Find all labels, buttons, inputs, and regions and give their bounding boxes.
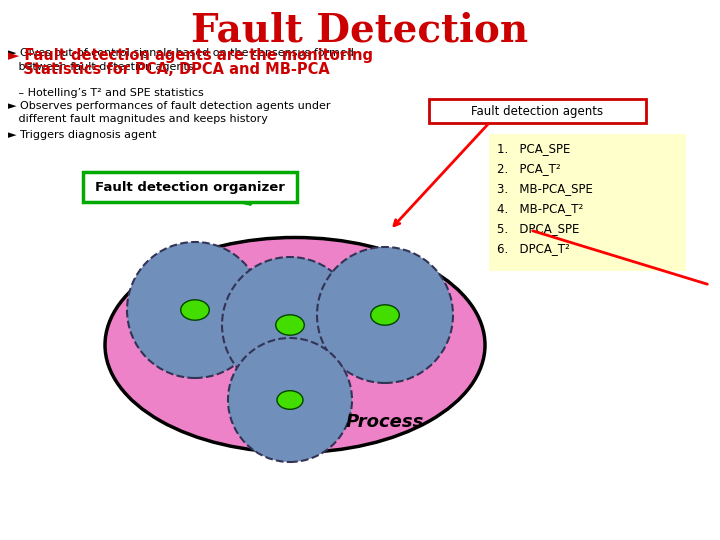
Text: ► Observes performances of fault detection agents under: ► Observes performances of fault detecti… <box>8 101 330 111</box>
Circle shape <box>228 338 352 462</box>
Ellipse shape <box>181 300 210 320</box>
Text: ► Triggers diagnosis agent: ► Triggers diagnosis agent <box>8 130 156 140</box>
Text: 6.   DPCA_T²: 6. DPCA_T² <box>497 242 570 255</box>
Text: Statistics for PCA, DPCA and MB-PCA: Statistics for PCA, DPCA and MB-PCA <box>8 62 330 77</box>
Text: 3.   MB-PCA_SPE: 3. MB-PCA_SPE <box>497 182 593 195</box>
Ellipse shape <box>277 391 303 409</box>
FancyBboxPatch shape <box>489 134 686 271</box>
Circle shape <box>317 247 453 383</box>
Text: 1.   PCA_SPE: 1. PCA_SPE <box>497 142 570 155</box>
Text: 2.   PCA_T²: 2. PCA_T² <box>497 162 561 175</box>
Circle shape <box>127 242 263 378</box>
Ellipse shape <box>276 315 305 335</box>
Circle shape <box>222 257 358 393</box>
Text: Process: Process <box>346 413 424 431</box>
Ellipse shape <box>371 305 400 325</box>
Text: different fault magnitudes and keeps history: different fault magnitudes and keeps his… <box>8 114 268 124</box>
Ellipse shape <box>105 238 485 453</box>
Text: – Hotelling’s T² and SPE statistics: – Hotelling’s T² and SPE statistics <box>8 88 204 98</box>
Text: ► Gives out-of-control signals based on the consensus formed: ► Gives out-of-control signals based on … <box>8 48 354 58</box>
FancyBboxPatch shape <box>83 172 297 202</box>
Text: Fault detection agents: Fault detection agents <box>471 105 603 118</box>
FancyBboxPatch shape <box>429 99 646 123</box>
Text: ► Fault detection agents are the monitoring: ► Fault detection agents are the monitor… <box>8 48 373 63</box>
Text: Fault detection organizer: Fault detection organizer <box>95 180 285 193</box>
Text: 4.   MB-PCA_T²: 4. MB-PCA_T² <box>497 202 583 215</box>
Text: 5.   DPCA_SPE: 5. DPCA_SPE <box>497 222 580 235</box>
Text: between fault detection agents: between fault detection agents <box>8 62 194 72</box>
Text: Fault Detection: Fault Detection <box>192 12 528 50</box>
